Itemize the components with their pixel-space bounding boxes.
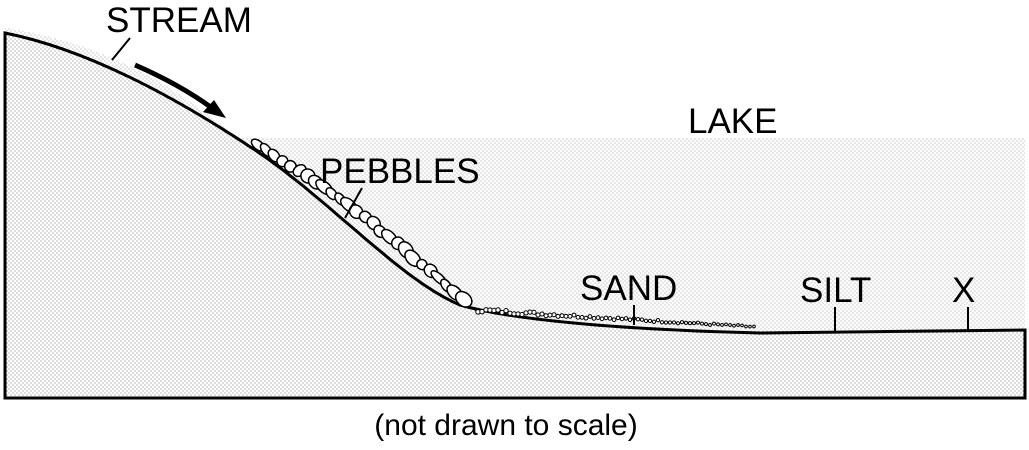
sand-grain <box>555 313 561 319</box>
sand-grain <box>752 324 756 329</box>
sand-grain <box>704 322 708 327</box>
lake-water <box>235 138 1025 333</box>
sand-grain <box>527 309 533 315</box>
sand-grain <box>687 321 693 326</box>
sand-grain <box>619 316 625 322</box>
sand-grain <box>728 323 732 327</box>
sand-grain <box>744 324 748 329</box>
pebbles-leader <box>344 187 363 219</box>
sand-grain <box>671 320 677 325</box>
sand-grain <box>724 322 728 327</box>
caption: (not drawn to scale) <box>374 409 637 442</box>
lake-label: LAKE <box>688 102 778 141</box>
sand-grain <box>627 317 633 322</box>
sand-grain <box>603 315 609 321</box>
sand-grain <box>499 309 505 316</box>
sand-grain <box>535 312 541 318</box>
sand-grain <box>748 324 752 329</box>
sand-grain <box>635 317 641 322</box>
sand-grain <box>575 314 581 320</box>
stream-label: STREAM <box>106 1 252 40</box>
pebbles <box>250 138 473 308</box>
sand-grain <box>663 320 669 325</box>
sand-grain <box>700 321 704 326</box>
sand-grain <box>623 316 629 321</box>
sand-label: SAND <box>580 269 677 308</box>
sand-grain <box>695 320 701 325</box>
sand-grain <box>587 314 593 319</box>
sand-grain <box>559 313 565 319</box>
sand-grain <box>655 317 661 323</box>
x-label: X <box>952 271 975 310</box>
sand-grain <box>683 320 689 325</box>
sand-grain <box>647 318 653 324</box>
sand-grain <box>547 312 553 318</box>
sand-grain <box>571 312 577 318</box>
sand-grain <box>563 313 569 319</box>
sand-grain <box>667 320 673 325</box>
sand-grain <box>523 310 529 316</box>
sand-grain <box>716 322 720 327</box>
sand-grain <box>599 316 605 322</box>
stream-leader <box>111 37 131 61</box>
sand-grain <box>503 307 509 314</box>
sand-grain <box>531 309 537 315</box>
sand-grain <box>691 321 697 326</box>
sand-grain <box>659 320 665 325</box>
sand-grain <box>615 315 621 321</box>
sand-grain <box>732 323 736 328</box>
pebbles-label: PEBBLES <box>320 152 480 191</box>
sand-grain <box>712 321 716 326</box>
sand-grain <box>675 321 681 326</box>
sand-grain <box>708 322 712 327</box>
sand-grain <box>495 307 501 313</box>
pebble <box>454 290 473 308</box>
sand-grain <box>639 317 645 322</box>
land <box>3 31 1027 400</box>
sand-grain <box>611 317 617 322</box>
sand-grain <box>583 315 589 321</box>
sand-grain <box>720 322 724 327</box>
sand-grain <box>607 316 613 321</box>
sand-grain <box>643 318 649 324</box>
silt-label: SILT <box>800 271 871 310</box>
stream-arrow <box>134 62 226 118</box>
sand-grain <box>539 311 545 317</box>
sand-grain <box>551 312 557 318</box>
sand-grain <box>679 320 685 325</box>
sand-grain <box>651 319 657 324</box>
sand-grain <box>736 323 740 327</box>
sand-grain <box>740 323 744 328</box>
sand-grain <box>567 313 573 319</box>
sand-grain <box>591 315 597 321</box>
sand-grain <box>579 315 585 320</box>
sand-grain <box>543 313 549 319</box>
sand-grain <box>595 315 601 320</box>
